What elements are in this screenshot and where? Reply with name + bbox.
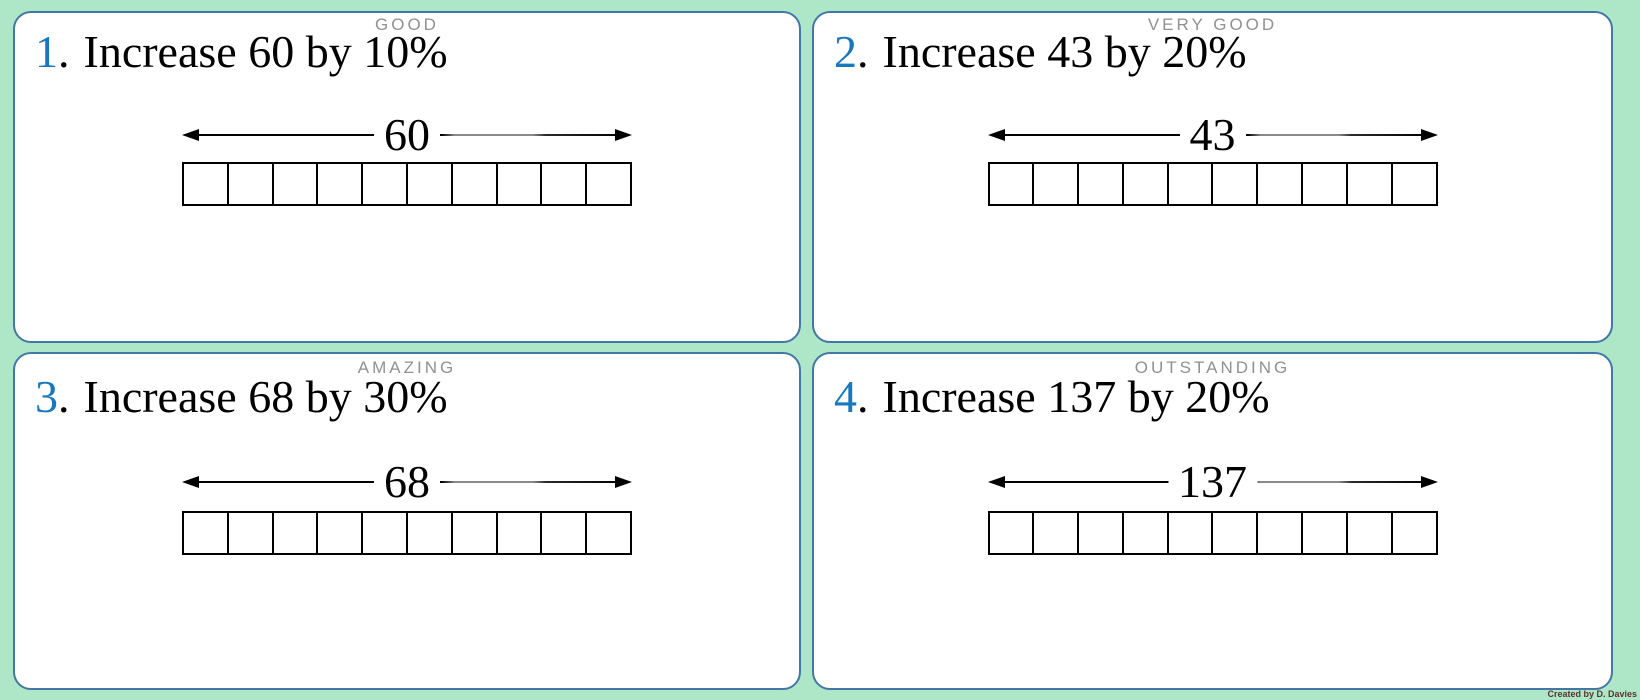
question-dot: . [58, 26, 70, 77]
bar-cell [1393, 164, 1436, 204]
bar-cell [1348, 164, 1393, 204]
bar-model [987, 511, 1438, 555]
bar-cell [498, 513, 543, 553]
bar-cell [1303, 164, 1348, 204]
question-line: 3. Increase 68 by 30% [35, 371, 448, 424]
question-card-1: GOOD 1. Increase 60 by 10% 60 [13, 11, 801, 343]
bar-cell [1393, 513, 1436, 553]
total-arrow: 68 [182, 459, 632, 505]
bar-cell [1303, 513, 1348, 553]
bar-cell [1258, 164, 1304, 204]
bar-cell [587, 513, 630, 553]
bar-cell [318, 164, 364, 204]
question-text: Increase 137 by 20% [882, 371, 1270, 422]
question-line: 2. Increase 43 by 20% [834, 26, 1247, 79]
question-dot: . [857, 371, 869, 422]
bar-cell [1169, 164, 1214, 204]
bar-cell [1258, 513, 1304, 553]
question-text: Increase 60 by 10% [83, 26, 448, 77]
bar-cell [229, 164, 274, 204]
bar-model [182, 511, 632, 555]
question-card-3: AMAZING 3. Increase 68 by 30% 68 [13, 352, 801, 690]
award-label: AMAZING [357, 358, 457, 377]
bar-cell [1213, 164, 1259, 204]
right-arrowhead-icon [1420, 129, 1438, 141]
bar-cell [408, 513, 453, 553]
question-dot: . [857, 26, 869, 77]
question-number: 2 [834, 26, 857, 77]
bar-cell [184, 513, 229, 553]
question-number: 4 [834, 371, 857, 422]
total-arrow: 60 [182, 112, 632, 158]
question-line: 4. Increase 137 by 20% [834, 371, 1270, 424]
bar-cell [274, 164, 319, 204]
award-label: VERY GOOD [1147, 15, 1278, 34]
bar-cell [990, 513, 1035, 553]
right-arrowhead-icon [615, 129, 632, 141]
question-card-2: VERY GOOD 2. Increase 43 by 20% 43 [812, 11, 1613, 343]
bar-total-label: 60 [374, 112, 440, 158]
bar-cell [229, 513, 274, 553]
bar-total-label: 43 [1179, 112, 1246, 158]
bar-cell [453, 164, 498, 204]
bar-model [987, 162, 1438, 206]
question-text: Increase 68 by 30% [83, 371, 448, 422]
bar-cell [453, 513, 498, 553]
bar-cell [1034, 164, 1080, 204]
bar-cell [1124, 513, 1169, 553]
bar-cell [587, 164, 630, 204]
total-arrow: 43 [987, 112, 1438, 158]
bar-cell [542, 164, 588, 204]
award-label: GOOD [375, 15, 439, 34]
bar-cell [408, 164, 453, 204]
right-arrowhead-icon [615, 476, 632, 488]
bar-cell [1169, 513, 1214, 553]
bar-cell [542, 513, 588, 553]
bar-cell [1079, 164, 1124, 204]
bar-cell [318, 513, 364, 553]
right-arrowhead-icon [1420, 476, 1438, 488]
total-arrow: 137 [987, 459, 1438, 505]
question-number: 1 [35, 26, 58, 77]
bar-cell [1079, 513, 1124, 553]
question-number: 3 [35, 371, 58, 422]
bar-cell [1348, 513, 1393, 553]
question-line: 1. Increase 60 by 10% [35, 26, 448, 79]
bar-cell [184, 164, 229, 204]
bar-cell [990, 164, 1035, 204]
bar-cell [363, 164, 408, 204]
footer-credit: Created by D. Davies [1547, 689, 1637, 699]
bar-total-label: 68 [374, 459, 440, 505]
bar-cell [1124, 164, 1169, 204]
bar-model [182, 162, 632, 206]
bar-total-label: 137 [1168, 459, 1257, 505]
bar-cell [498, 164, 543, 204]
bar-cell [1034, 513, 1080, 553]
bar-cell [1213, 513, 1259, 553]
question-text: Increase 43 by 20% [882, 26, 1247, 77]
award-label: OUTSTANDING [1134, 358, 1291, 377]
question-dot: . [58, 371, 70, 422]
bar-cell [363, 513, 408, 553]
bar-cell [274, 513, 319, 553]
question-card-4: OUTSTANDING 4. Increase 137 by 20% 137 [812, 352, 1613, 690]
